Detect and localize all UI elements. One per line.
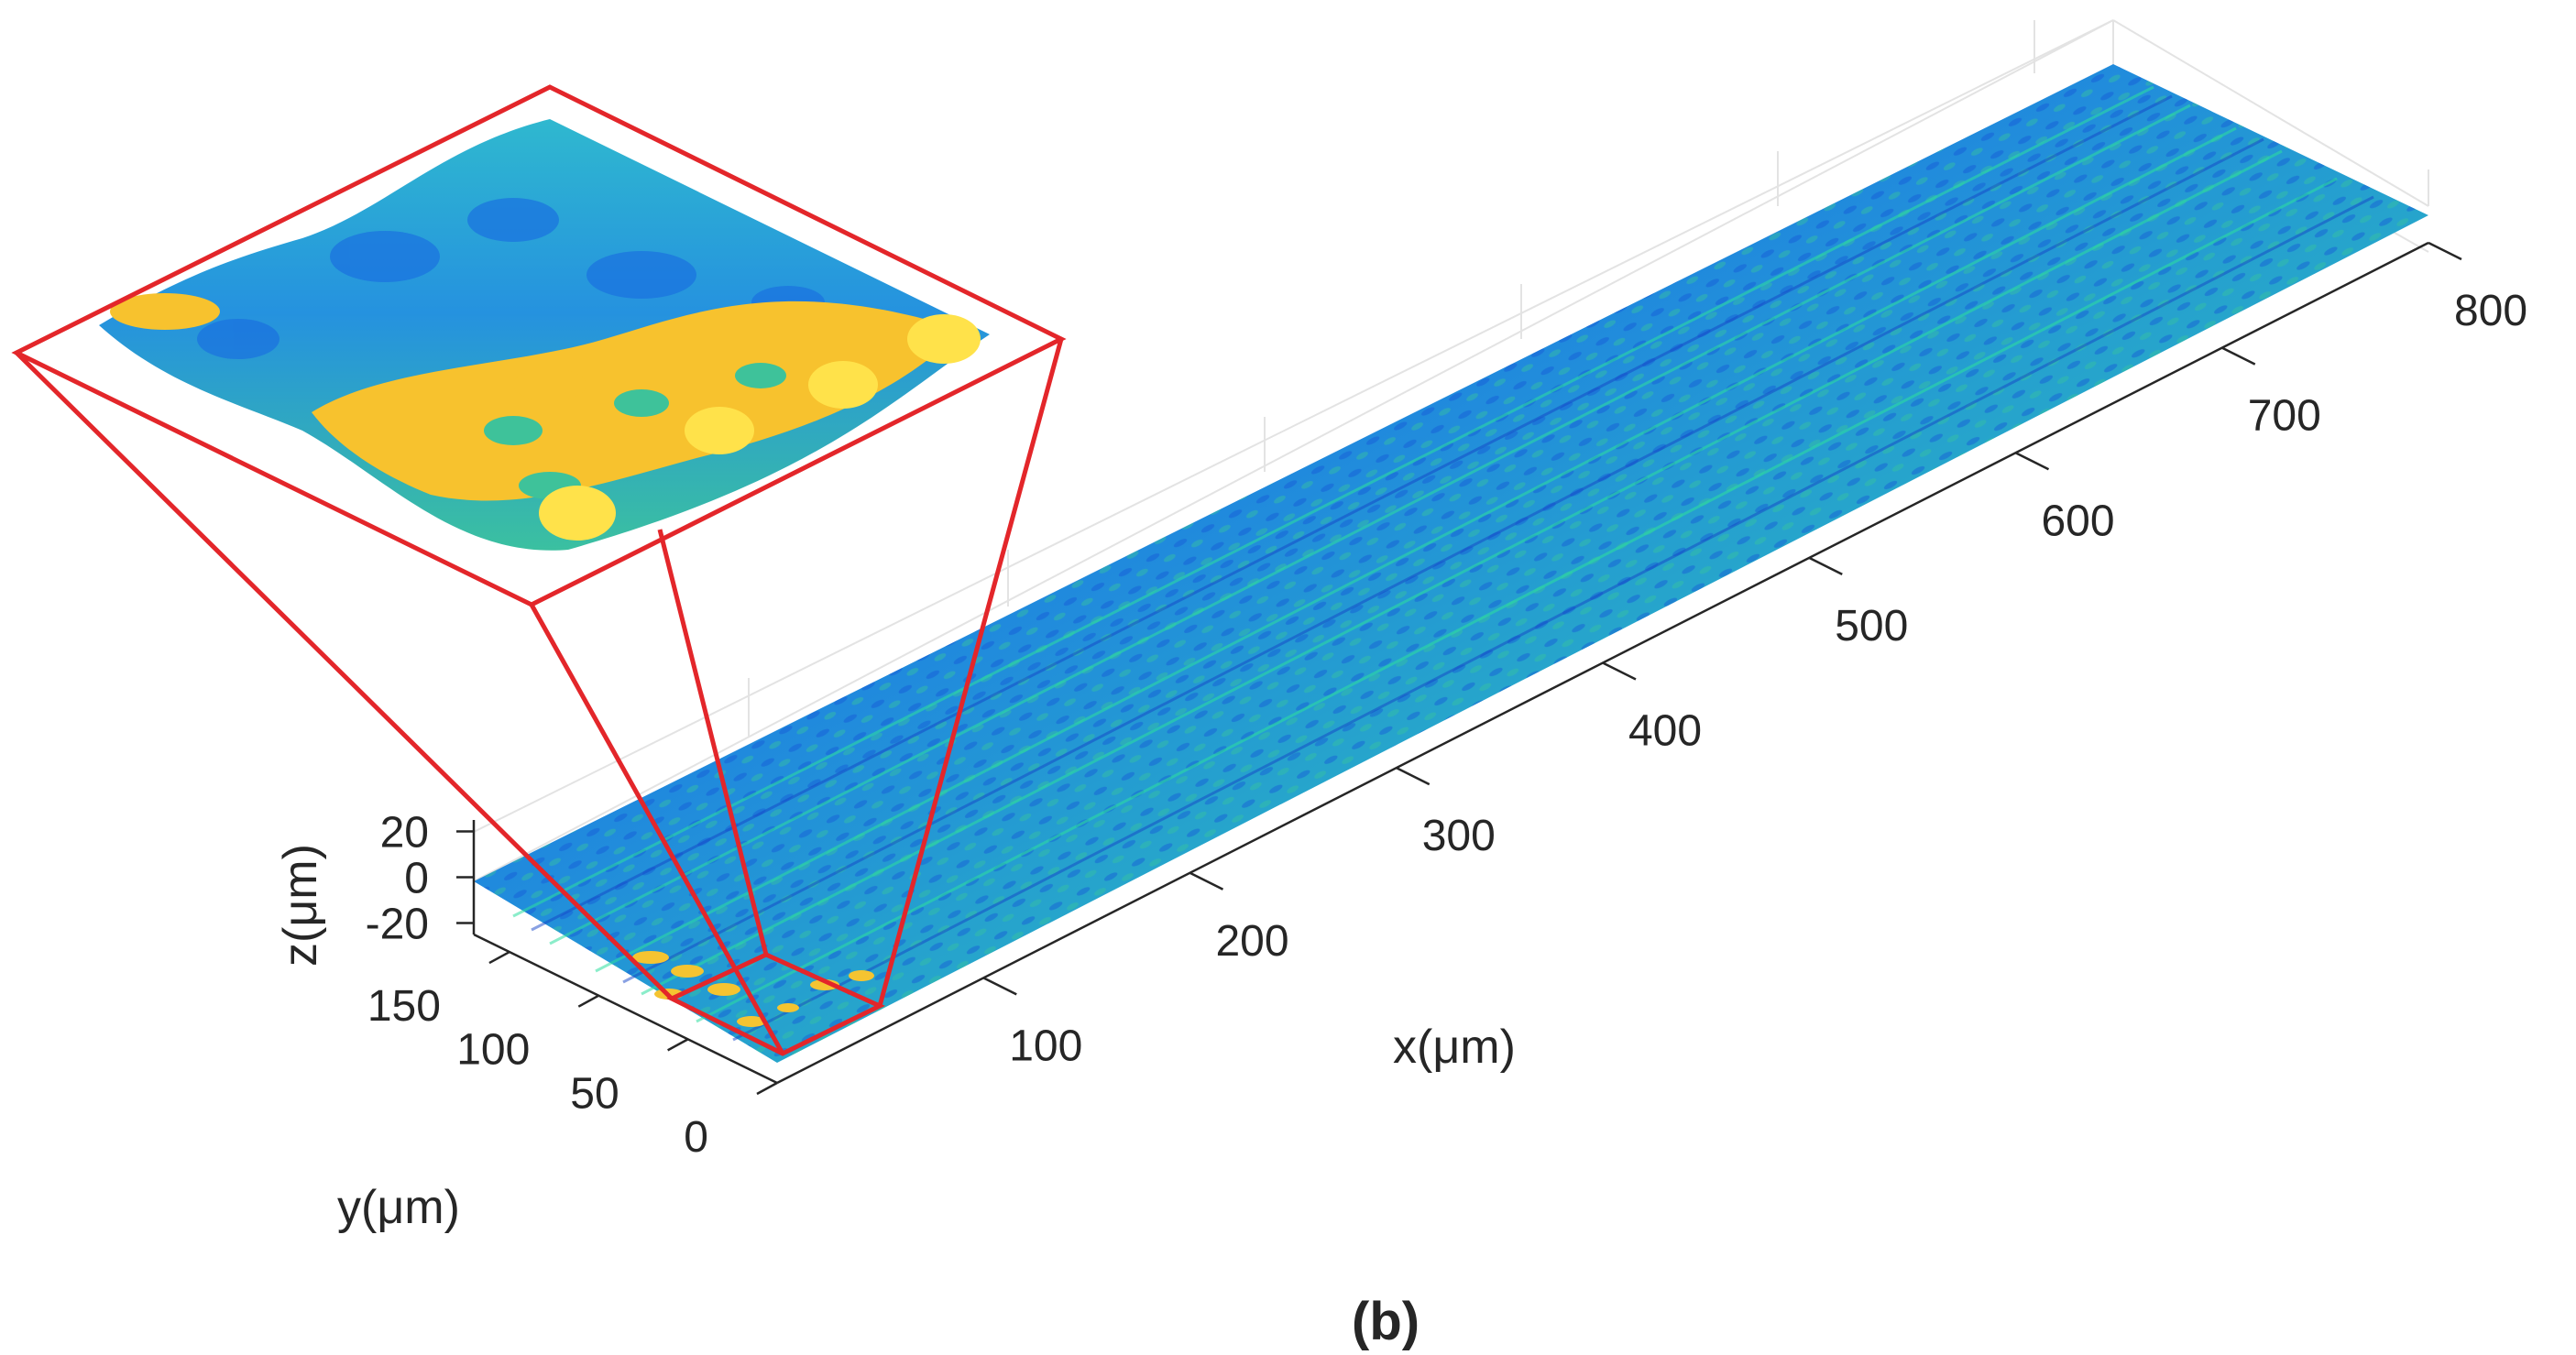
- y-ticks: 0 50 100 150: [367, 950, 778, 1162]
- y-tick-mark: [577, 994, 599, 1008]
- x-tick-mark: [1808, 556, 1843, 575]
- x-tick-label: 600: [2041, 497, 2114, 545]
- x-tick-mark: [1189, 871, 1224, 891]
- y-tick-label: 150: [367, 982, 441, 1031]
- x-tick-label: 500: [1835, 602, 1908, 650]
- x-tick-label: 200: [1215, 917, 1288, 966]
- figure-caption: (b): [1352, 1292, 1420, 1351]
- z-tick-label: 0: [404, 855, 429, 903]
- y-tick-label: 0: [684, 1113, 708, 1162]
- z-axis-label: z(μm): [274, 844, 327, 967]
- y-tick-mark: [488, 950, 510, 965]
- y-tick-label: 50: [570, 1069, 619, 1118]
- zoom-box: [11, 84, 1067, 1056]
- y-tick-label: 100: [456, 1026, 530, 1075]
- x-tick-mark: [2014, 452, 2050, 471]
- x-ticks: 100 200 300 400 500 600 700 800: [982, 241, 2527, 1070]
- z-tick-label: -20: [366, 901, 429, 949]
- surface: [474, 64, 2428, 1063]
- x-tick-mark: [1396, 767, 1431, 786]
- x-tick-mark: [1602, 661, 1637, 681]
- y-tick-mark: [667, 1038, 689, 1052]
- y-tick-mark: [756, 1081, 778, 1096]
- z-ticks: 200-20: [366, 809, 474, 949]
- x-tick-label: 700: [2248, 392, 2321, 441]
- x-tick-label: 100: [1009, 1022, 1082, 1070]
- y-axis-line: [473, 933, 778, 1085]
- x-axis-label: x(μm): [1393, 1021, 1516, 1074]
- inset-zoom-view: [99, 119, 990, 551]
- x-tick-mark: [2428, 241, 2462, 261]
- z-tick-label: 20: [380, 809, 429, 858]
- x-tick-mark: [982, 977, 1017, 996]
- x-tick-label: 300: [1422, 812, 1496, 860]
- y-axis-label: y(μm): [337, 1181, 460, 1234]
- x-tick-mark: [2221, 346, 2256, 366]
- x-tick-label: 800: [2454, 287, 2527, 335]
- x-tick-label: 400: [1628, 707, 1702, 756]
